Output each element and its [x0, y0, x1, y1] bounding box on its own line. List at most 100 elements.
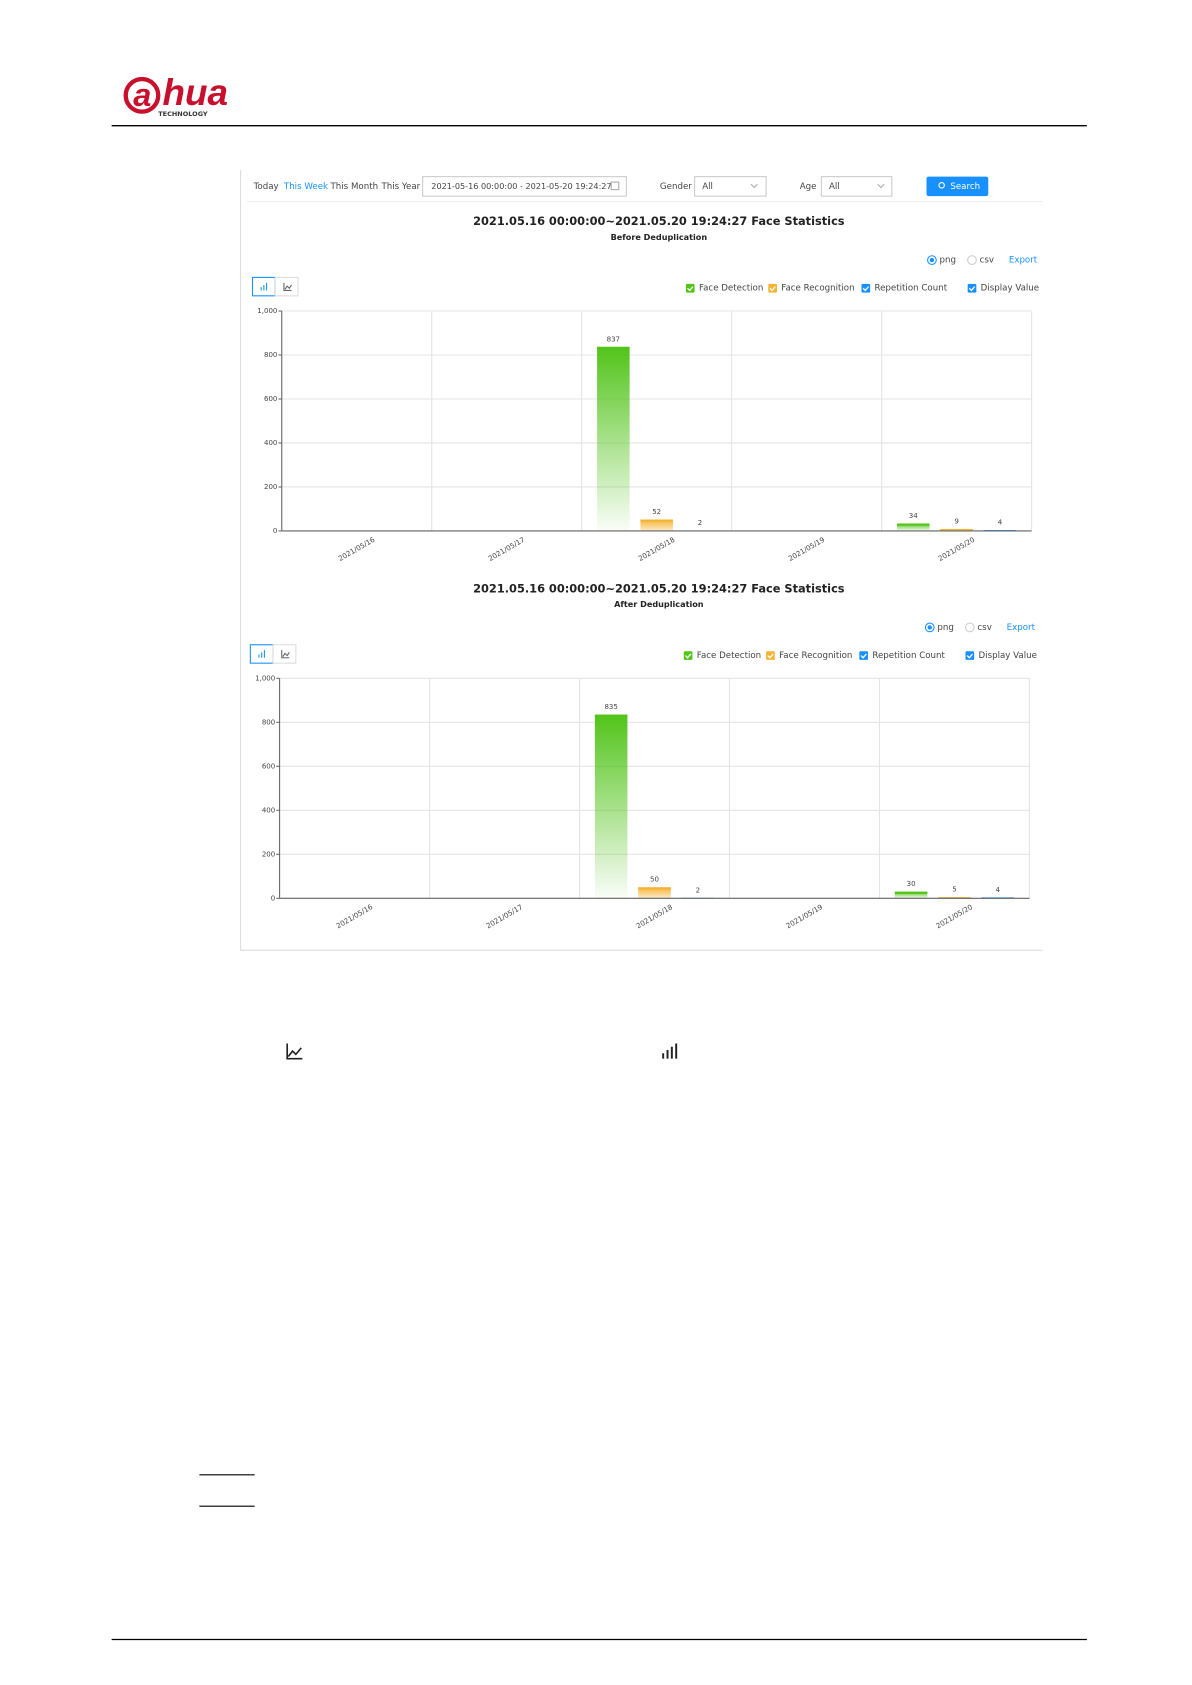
bar — [640, 519, 673, 531]
value-label: 2 — [696, 885, 700, 894]
y-tick-label: 400 — [264, 438, 277, 447]
check — [862, 286, 870, 292]
x-tick-label: 2021/05/16 — [337, 535, 377, 563]
value-label: 50 — [650, 875, 659, 884]
bar-chart-icon — [662, 1043, 678, 1059]
legend-label: Repetition Count — [874, 284, 947, 294]
export-link[interactable]: Export — [1007, 623, 1036, 633]
radio-dot — [929, 257, 935, 263]
value-label: 835 — [604, 702, 617, 711]
check — [687, 286, 694, 292]
chevron — [750, 183, 758, 189]
y-tick-label: 600 — [264, 394, 277, 403]
bar — [594, 714, 628, 899]
value-label: 5 — [952, 885, 956, 894]
calendar-icon — [610, 181, 620, 191]
value-label: 2 — [698, 518, 702, 527]
y-tick-label: 400 — [262, 805, 275, 814]
bar — [597, 346, 630, 531]
value-label: 837 — [607, 334, 620, 343]
bar-cap — [940, 528, 973, 531]
display-value-checkbox[interactable] — [967, 283, 977, 293]
line-icon — [281, 650, 290, 659]
bar — [638, 887, 671, 899]
logo-text: hua — [163, 72, 228, 113]
export-option: csv — [977, 623, 991, 633]
bar-icon — [260, 282, 268, 291]
x-tick-label: 2021/05/17 — [487, 535, 527, 563]
bar-cap — [894, 891, 928, 894]
gender-label: Gender — [660, 182, 692, 192]
x-tick-label: 2021/05/20 — [934, 902, 974, 930]
radio[interactable] — [964, 622, 975, 633]
chart-subtitle: After Deduplication — [614, 599, 704, 609]
y-tick-label: 200 — [264, 482, 277, 491]
display-value-label: Display Value — [979, 651, 1037, 661]
chart-title: 2021.05.16 00:00:00~2021.05.20 19:24:27 … — [473, 581, 845, 595]
export-link[interactable]: Export — [1009, 256, 1038, 266]
range-tab[interactable]: This Month — [330, 182, 379, 192]
x-tick-label: 2021/05/19 — [784, 902, 824, 930]
bar — [897, 523, 930, 531]
bar-cap — [597, 346, 630, 350]
date-input[interactable] — [422, 176, 627, 197]
display-value-checkbox[interactable] — [965, 651, 975, 660]
date-range: 2021-05-16 00:00:00 - 2021-05-20 19:24:2… — [431, 181, 611, 191]
chevron — [877, 183, 885, 189]
check — [684, 653, 692, 659]
y-tick-label: 800 — [264, 350, 277, 359]
bar-icon — [258, 650, 265, 658]
chart-title: 2021.05.16 00:00:00~2021.05.20 19:24:27 … — [473, 214, 845, 228]
y-tick-label: 200 — [262, 849, 275, 858]
x-tick-label: 2021/05/16 — [335, 902, 375, 930]
radio[interactable] — [967, 255, 977, 265]
range-tab[interactable]: This Week — [283, 182, 328, 192]
legend-checkbox[interactable] — [683, 651, 693, 660]
x-tick-label: 2021/05/19 — [787, 535, 827, 563]
check — [968, 286, 976, 292]
logo-mark: a — [133, 77, 151, 113]
legend-checkbox[interactable] — [861, 283, 871, 293]
export-option: png — [940, 256, 956, 266]
x-tick-label: 2021/05/17 — [484, 902, 524, 930]
search-icon — [938, 182, 945, 189]
legend-label: Face Recognition — [779, 651, 852, 661]
gender-value: All — [702, 182, 713, 192]
gender-select[interactable] — [694, 176, 767, 197]
y-tick-label: 1,000 — [257, 306, 277, 315]
y-tick-label: 800 — [262, 717, 275, 726]
value-label: 52 — [652, 507, 661, 516]
check — [966, 653, 974, 659]
bar-cap — [938, 897, 971, 899]
radio-dot — [927, 625, 932, 630]
check — [769, 286, 776, 292]
bar — [894, 891, 928, 899]
legend-checkbox[interactable] — [766, 651, 775, 660]
value-label: 34 — [909, 511, 918, 520]
legend-label: Repetition Count — [872, 651, 945, 661]
legend-checkbox[interactable] — [859, 651, 868, 660]
y-tick-label: 600 — [262, 761, 275, 770]
age-select[interactable] — [820, 176, 893, 197]
logo-tagline: TECHNOLOGY — [158, 110, 208, 118]
x-tick-label: 2021/05/18 — [634, 902, 674, 930]
value-label: 4 — [996, 885, 1001, 894]
range-tab[interactable]: Today — [253, 182, 279, 192]
bar-cap — [594, 714, 628, 717]
age-value: All — [829, 182, 840, 192]
legend-checkbox[interactable] — [685, 283, 695, 293]
search-label: Search — [950, 182, 980, 192]
chart-subtitle: Before Deduplication — [611, 232, 708, 242]
y-tick-label: 1,000 — [255, 673, 275, 682]
x-tick-label: 2021/05/18 — [637, 535, 677, 563]
legend-checkbox[interactable] — [768, 283, 777, 293]
search-button[interactable] — [926, 176, 989, 197]
bar-cap — [638, 887, 671, 890]
logo-ring — [123, 76, 161, 114]
legend-label: Face Recognition — [781, 284, 854, 294]
y-tick-label: 0 — [273, 526, 277, 535]
y-tick-label: 0 — [271, 893, 275, 902]
x-tick-label: 2021/05/20 — [937, 535, 977, 563]
range-tab[interactable]: This Year — [380, 182, 420, 192]
